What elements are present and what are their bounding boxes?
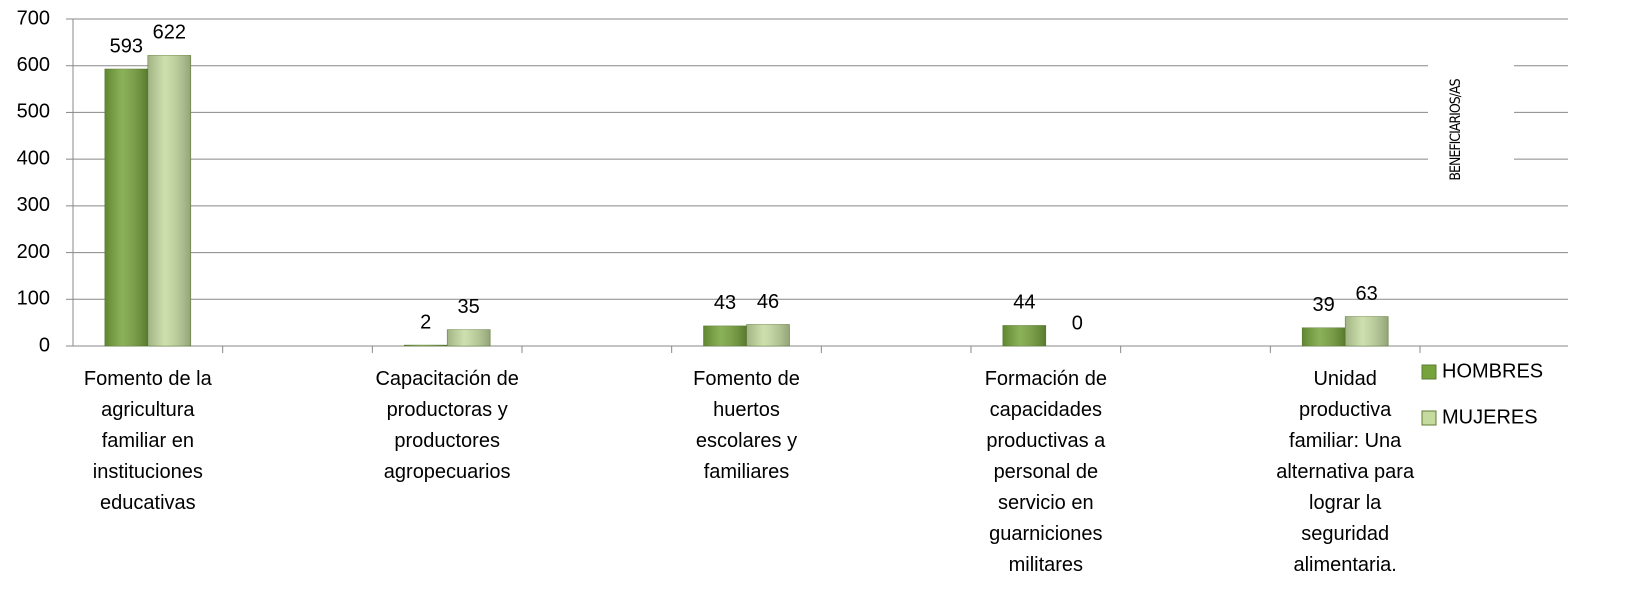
value-label: 44 xyxy=(1013,292,1035,314)
value-label: 39 xyxy=(1313,294,1335,316)
y-tick-label: 0 xyxy=(39,334,50,356)
value-label: 622 xyxy=(153,22,186,44)
bar-shade xyxy=(746,324,790,346)
bar-shade xyxy=(104,68,148,346)
y-tick-label: 500 xyxy=(17,101,50,123)
y-axis-title: BENEFICIARIOS/AS xyxy=(1448,78,1464,180)
value-label: 43 xyxy=(714,292,736,314)
x-tick-label: Fomento de la agricultura familiar en in… xyxy=(83,368,212,514)
legend-label: MUJERES xyxy=(1442,406,1538,428)
bar-shade xyxy=(1345,316,1389,346)
legend-swatch xyxy=(1421,364,1437,380)
y-tick-label: 700 xyxy=(17,7,50,29)
value-label: 0 xyxy=(1072,312,1083,334)
x-tick-label: Fomento de huertos escolares y familiare… xyxy=(693,368,800,483)
value-label: 35 xyxy=(458,296,480,318)
bar-shade xyxy=(447,329,491,346)
x-tick-label: Unidad productiva familiar: Una alternat… xyxy=(1276,368,1415,576)
y-tick-label: 100 xyxy=(17,288,50,310)
x-tick-label: Capacitación de productoras y productore… xyxy=(375,368,519,483)
value-label: 593 xyxy=(110,35,143,57)
legend-label: HOMBRES xyxy=(1442,360,1543,382)
x-tick-label: Formación de capacidades productivas a p… xyxy=(984,368,1107,576)
value-label: 63 xyxy=(1356,283,1378,305)
bar-shade xyxy=(703,325,747,346)
value-label: 46 xyxy=(757,291,779,313)
y-tick-label: 600 xyxy=(17,54,50,76)
bar-shade xyxy=(404,345,448,346)
value-label: 2 xyxy=(420,311,431,333)
y-tick-label: 200 xyxy=(17,241,50,263)
bar-shade xyxy=(1302,327,1346,346)
y-tick-label: 400 xyxy=(17,147,50,169)
y-tick-label: 300 xyxy=(17,194,50,216)
legend-swatch xyxy=(1421,410,1437,426)
bar-shade xyxy=(1002,325,1046,346)
y-label-bg xyxy=(1428,60,1514,200)
bar-shade xyxy=(147,55,191,347)
